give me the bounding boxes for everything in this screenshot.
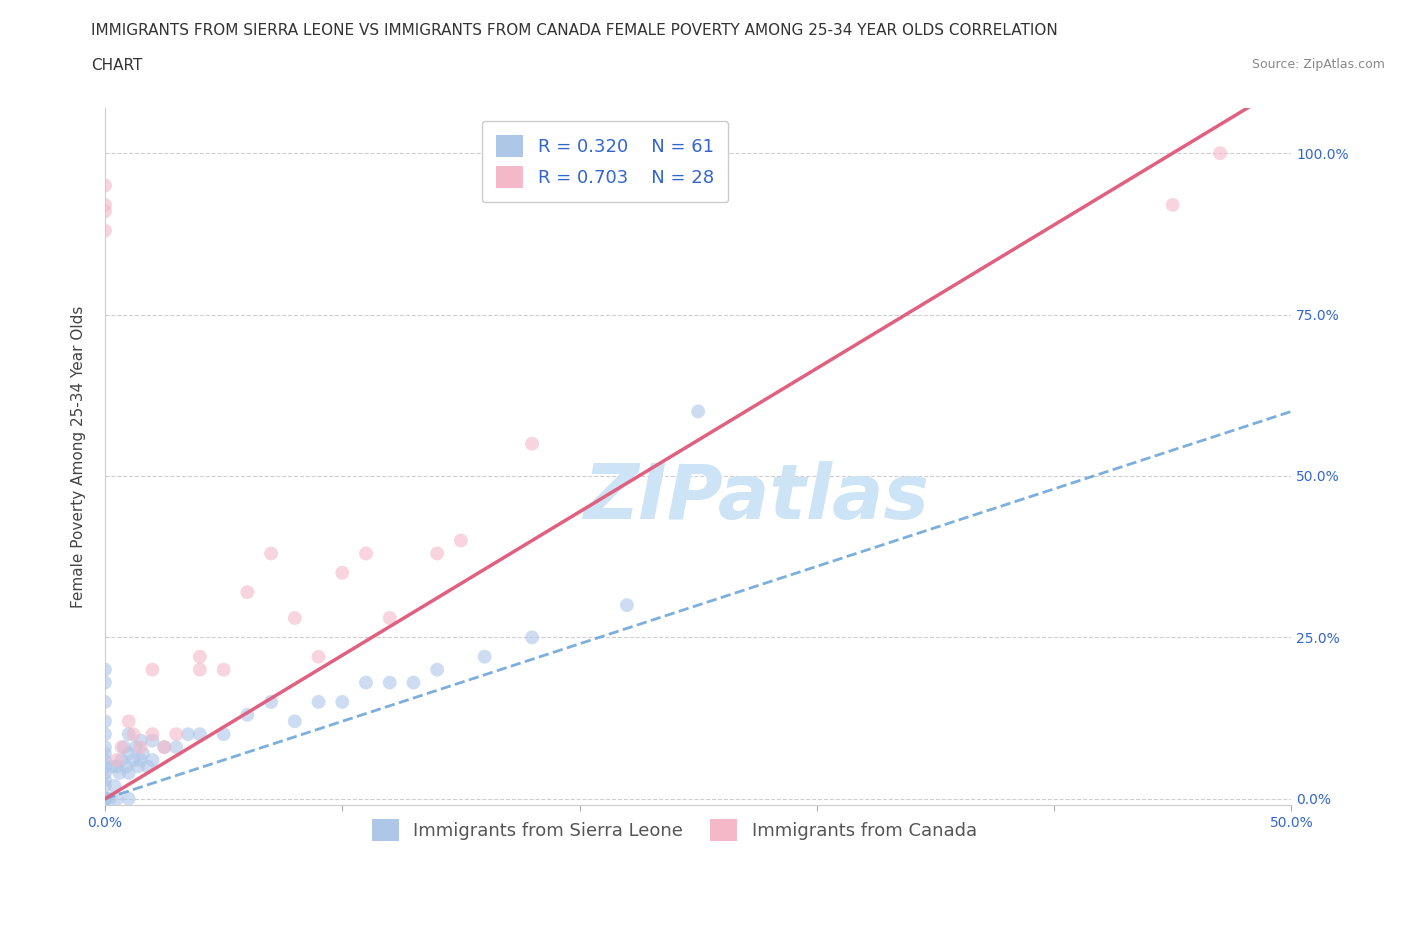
Point bbox=[165, 726, 187, 741]
Point bbox=[308, 695, 330, 710]
Point bbox=[141, 733, 163, 748]
Point bbox=[236, 585, 259, 600]
Point bbox=[94, 746, 117, 761]
Point bbox=[115, 759, 138, 774]
Point bbox=[94, 197, 117, 212]
Point bbox=[94, 752, 117, 767]
Point bbox=[108, 765, 131, 780]
Point bbox=[94, 772, 117, 787]
Point bbox=[94, 791, 117, 806]
Point bbox=[118, 746, 141, 761]
Point bbox=[129, 752, 152, 767]
Point bbox=[94, 204, 117, 219]
Point bbox=[94, 791, 117, 806]
Point bbox=[284, 714, 307, 729]
Point bbox=[122, 726, 145, 741]
Point bbox=[103, 778, 125, 793]
Point bbox=[426, 546, 449, 561]
Point bbox=[110, 739, 132, 754]
Point bbox=[330, 695, 353, 710]
Point bbox=[450, 533, 472, 548]
Point bbox=[260, 546, 283, 561]
Point bbox=[354, 675, 377, 690]
Point bbox=[94, 714, 117, 729]
Point bbox=[688, 404, 710, 418]
Point bbox=[284, 611, 307, 626]
Point bbox=[1161, 197, 1184, 212]
Point bbox=[94, 759, 117, 774]
Point bbox=[105, 791, 128, 806]
Point bbox=[98, 791, 121, 806]
Point bbox=[110, 752, 132, 767]
Point bbox=[94, 223, 117, 238]
Text: Source: ZipAtlas.com: Source: ZipAtlas.com bbox=[1251, 58, 1385, 71]
Point bbox=[188, 726, 211, 741]
Point bbox=[330, 565, 353, 580]
Point bbox=[105, 759, 128, 774]
Point bbox=[94, 178, 117, 193]
Point bbox=[212, 726, 235, 741]
Point bbox=[212, 662, 235, 677]
Point bbox=[129, 733, 152, 748]
Point bbox=[402, 675, 425, 690]
Point bbox=[105, 752, 128, 767]
Point bbox=[118, 714, 141, 729]
Point bbox=[165, 739, 187, 754]
Point bbox=[153, 739, 176, 754]
Point bbox=[94, 791, 117, 806]
Text: CHART: CHART bbox=[91, 58, 143, 73]
Point bbox=[520, 436, 543, 451]
Point bbox=[118, 765, 141, 780]
Point bbox=[94, 739, 117, 754]
Point bbox=[177, 726, 200, 741]
Point bbox=[129, 739, 152, 754]
Point bbox=[474, 649, 496, 664]
Point bbox=[94, 662, 117, 677]
Point bbox=[94, 791, 117, 806]
Point bbox=[188, 649, 211, 664]
Point bbox=[354, 546, 377, 561]
Point bbox=[94, 791, 117, 806]
Text: IMMIGRANTS FROM SIERRA LEONE VS IMMIGRANTS FROM CANADA FEMALE POVERTY AMONG 25-3: IMMIGRANTS FROM SIERRA LEONE VS IMMIGRAN… bbox=[91, 23, 1059, 38]
Point bbox=[127, 759, 149, 774]
Y-axis label: Female Poverty Among 25-34 Year Olds: Female Poverty Among 25-34 Year Olds bbox=[72, 305, 86, 608]
Text: ZIPatlas: ZIPatlas bbox=[585, 461, 931, 536]
Point bbox=[378, 675, 401, 690]
Point bbox=[236, 708, 259, 723]
Point bbox=[118, 726, 141, 741]
Point bbox=[94, 765, 117, 780]
Point bbox=[94, 726, 117, 741]
Point bbox=[616, 598, 638, 613]
Point bbox=[94, 791, 117, 806]
Point bbox=[188, 662, 211, 677]
Point bbox=[94, 791, 117, 806]
Point bbox=[122, 752, 145, 767]
Point bbox=[132, 746, 155, 761]
Point bbox=[94, 791, 117, 806]
Point bbox=[520, 630, 543, 644]
Point bbox=[94, 675, 117, 690]
Point bbox=[153, 739, 176, 754]
Point bbox=[378, 611, 401, 626]
Point bbox=[94, 778, 117, 793]
Legend: Immigrants from Sierra Leone, Immigrants from Canada: Immigrants from Sierra Leone, Immigrants… bbox=[364, 812, 984, 848]
Point bbox=[141, 726, 163, 741]
Point bbox=[308, 649, 330, 664]
Point bbox=[260, 695, 283, 710]
Point bbox=[1209, 146, 1232, 161]
Point bbox=[118, 791, 141, 806]
Point bbox=[94, 695, 117, 710]
Point bbox=[101, 759, 124, 774]
Point bbox=[141, 662, 163, 677]
Point bbox=[136, 759, 159, 774]
Point bbox=[94, 791, 117, 806]
Point bbox=[426, 662, 449, 677]
Point bbox=[141, 752, 163, 767]
Point bbox=[112, 739, 135, 754]
Point bbox=[125, 739, 148, 754]
